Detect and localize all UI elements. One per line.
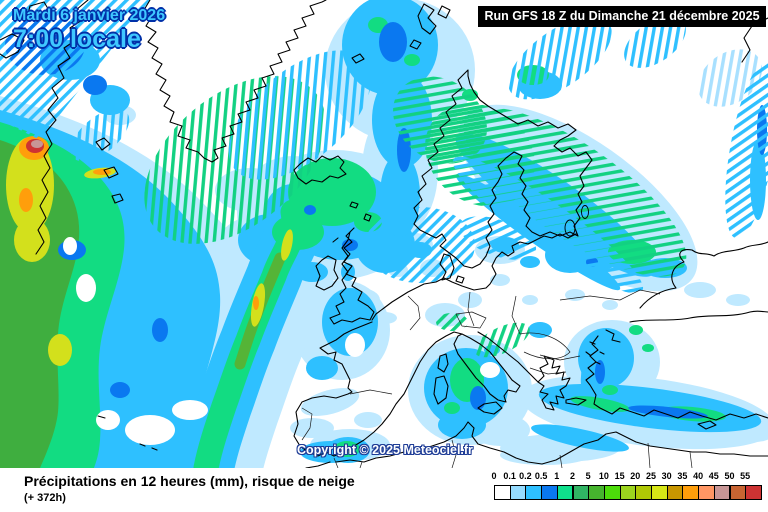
legend-color-box [713,485,731,500]
footer-bar: Précipitations en 12 heures (mm), risque… [0,468,768,512]
precipitation-legend: 0 0.1 0.2 0.5 1 2 5 10 15 20 25 30 35 40 45 50 55 [491,471,764,507]
legend-tick-label: 15 [614,471,625,481]
snow-hatch-layer [0,0,768,358]
legend-tick-label: 25 [645,471,657,481]
legend-tick-label: 35 [677,471,688,481]
legend-tick-label: 0.1 [503,471,516,481]
legend-color-box [729,485,747,500]
legend-color-box [666,485,684,500]
legend-color-box [619,485,637,500]
legend-color-box [603,485,621,500]
legend-tick-label: 0 [491,471,497,481]
legend-color-box [541,485,558,500]
legend-color-box [635,485,652,500]
legend-tick-label: 30 [661,471,672,481]
legend-color-box [572,485,590,500]
legend-tick-label: 55 [740,471,751,481]
legend-color-box [698,485,715,500]
map-title: Précipitations en 12 heures (mm), risque… [24,473,355,489]
forecast-offset: (+ 372h) [24,492,66,504]
legend-tick-label: 2 [569,471,576,481]
copyright-text: Copyright © 2025 Meteociel.fr [297,443,473,457]
valid-date-text: Mardi 6 janvier 2026 [13,7,166,24]
legend-color-box [494,485,511,500]
legend-tick-label: 1 [554,471,560,481]
model-run-banner: Run GFS 18 Z du Dimanche 21 décembre 202… [478,6,766,27]
legend-tick-label: 40 [693,471,704,481]
valid-date-block: Mardi 6 janvier 2026 7:00 locale [13,7,166,53]
valid-time-text: 7:00 locale [13,24,141,53]
legend-tick-label: 0.2 [519,471,532,481]
legend-color-box [588,485,605,500]
legend-tick-label: 10 [598,471,609,481]
country-borders [301,289,693,468]
legend-color-box [509,485,527,500]
precipitation-map [0,0,768,468]
coastlines [0,0,768,468]
legend-tick-label: 0.5 [534,471,548,481]
legend-color-box [745,485,762,500]
legend-tick-label: 45 [708,471,719,481]
legend-tick-label: 50 [724,471,735,481]
legend-color-box [682,485,700,500]
legend-tick-label: 5 [585,471,591,481]
legend-color-box [525,485,543,500]
legend-color-box [556,485,574,500]
legend-color-box [651,485,668,500]
legend-tick-label: 20 [630,471,641,481]
